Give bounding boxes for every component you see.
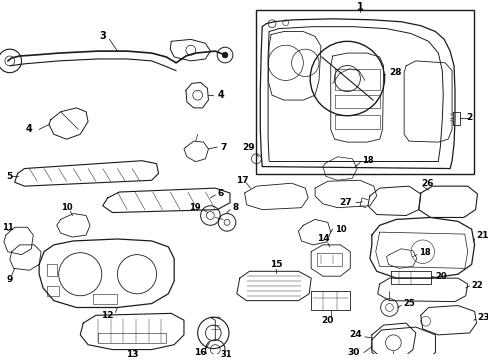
Text: 20: 20 (321, 316, 333, 325)
Text: 4: 4 (26, 125, 33, 134)
Text: 16: 16 (194, 348, 206, 357)
Text: 15: 15 (269, 260, 282, 269)
Text: 31: 31 (220, 350, 231, 359)
Text: 10: 10 (334, 225, 346, 234)
Text: 12: 12 (101, 311, 114, 320)
Text: 3: 3 (99, 31, 106, 41)
Text: 29: 29 (242, 143, 254, 152)
Text: 27: 27 (339, 198, 351, 207)
Text: 5: 5 (6, 172, 12, 181)
Text: 18: 18 (361, 156, 373, 165)
Text: 13: 13 (125, 350, 138, 359)
Text: 6: 6 (217, 189, 223, 198)
Text: 23: 23 (477, 313, 488, 322)
Text: 18: 18 (418, 248, 429, 257)
Text: 1: 1 (356, 2, 363, 12)
Text: 14: 14 (316, 234, 328, 243)
Text: 4: 4 (217, 90, 224, 100)
Text: 24: 24 (349, 330, 361, 339)
Text: 30: 30 (347, 348, 359, 357)
Text: 7: 7 (220, 143, 226, 152)
Text: 2: 2 (466, 113, 472, 122)
Text: 25: 25 (402, 299, 414, 308)
Text: 22: 22 (471, 282, 483, 291)
Text: 8: 8 (232, 203, 239, 212)
Text: 19: 19 (188, 203, 200, 212)
Text: 28: 28 (388, 68, 401, 77)
Text: 21: 21 (476, 230, 488, 239)
Text: 11: 11 (2, 223, 14, 232)
Text: 10: 10 (61, 203, 72, 212)
Text: 26: 26 (420, 179, 432, 188)
Text: 17: 17 (236, 176, 248, 185)
Text: 20: 20 (434, 272, 446, 281)
Bar (256, 10, 473, 174)
Circle shape (222, 52, 227, 58)
Text: 9: 9 (6, 275, 13, 284)
